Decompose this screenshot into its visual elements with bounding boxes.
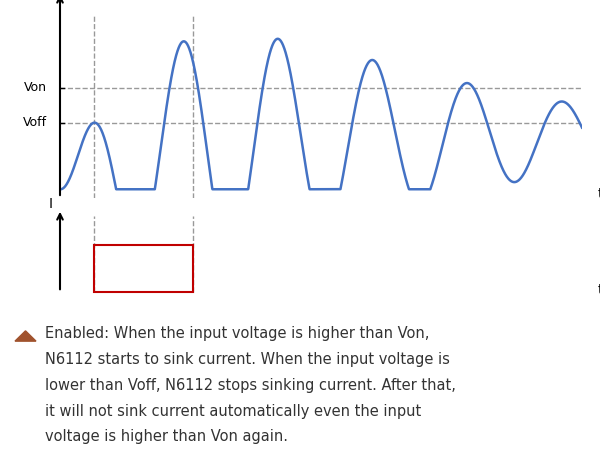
Text: I: I — [49, 197, 53, 212]
Text: Enabled: When the input voltage is higher than Von,: Enabled: When the input voltage is highe… — [45, 326, 430, 341]
Text: t: t — [598, 283, 600, 297]
Bar — [94, 245, 193, 292]
Text: t: t — [598, 188, 600, 201]
Text: N6112 starts to sink current. When the input voltage is: N6112 starts to sink current. When the i… — [45, 352, 450, 367]
Text: it will not sink current automatically even the input: it will not sink current automatically e… — [45, 403, 421, 419]
Text: Von: Von — [24, 81, 47, 95]
Text: lower than Voff, N6112 stops sinking current. After that,: lower than Voff, N6112 stops sinking cur… — [45, 378, 456, 393]
Text: Voff: Voff — [23, 116, 47, 129]
Text: voltage is higher than Von again.: voltage is higher than Von again. — [45, 429, 288, 444]
Polygon shape — [15, 331, 36, 341]
